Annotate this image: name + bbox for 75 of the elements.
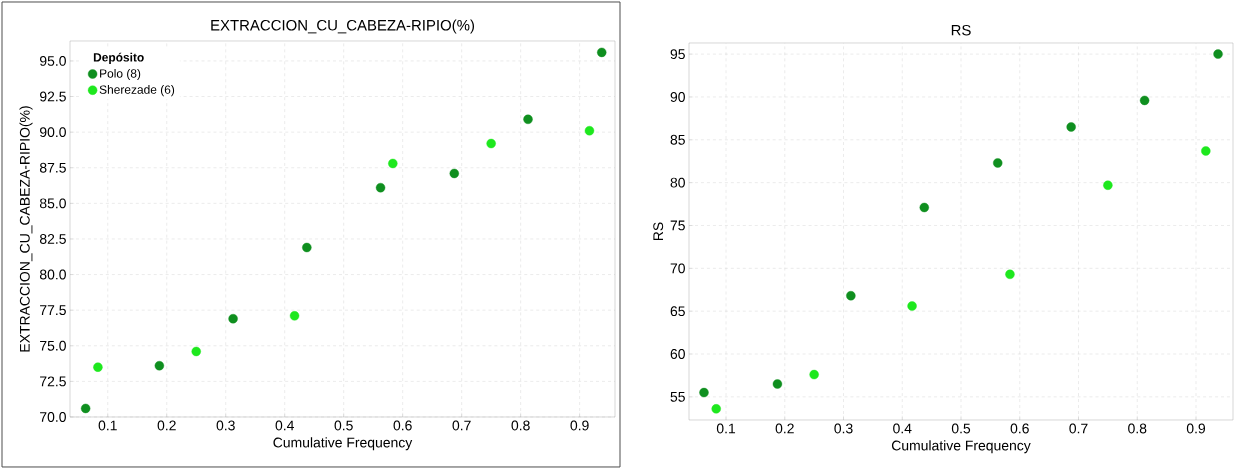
y-tick-label: 70	[670, 263, 685, 274]
y-tick-label: 85	[670, 134, 685, 145]
point	[154, 361, 165, 371]
legend-title: Depósito	[93, 52, 144, 64]
y-tick-label: 55	[670, 391, 685, 402]
y-axis-title: RS	[653, 222, 664, 241]
x-tick-label: 0.8	[1128, 423, 1147, 434]
x-tick-label: 0.9	[570, 420, 589, 431]
y-tick-label: 95.0	[40, 55, 66, 66]
point	[1005, 269, 1015, 280]
y-tick-label: 65	[670, 306, 685, 317]
y-tick-label: 82.5	[39, 234, 66, 244]
point	[449, 168, 459, 179]
point	[1213, 49, 1223, 59]
x-tick-label: 0.8	[511, 420, 530, 431]
x-tick-label: 0.9	[1186, 423, 1206, 434]
point	[809, 369, 819, 380]
x-tick-label: 0.3	[834, 423, 853, 434]
y-tick-label: 75.0	[40, 340, 66, 351]
x-tick-label: 0.6	[393, 420, 412, 431]
point	[846, 291, 856, 301]
point	[1201, 146, 1211, 156]
y-tick-label: 87.5	[39, 162, 66, 173]
chart-title: EXTRACCION_CU_CABEZA-RIPIO(%)	[211, 19, 475, 34]
y-tick-label: 60	[670, 349, 685, 359]
point	[1139, 95, 1150, 106]
y-tick-label: 75	[670, 220, 685, 231]
chart-title: RS	[951, 24, 971, 36]
x-axis-title: Cumulative Frequency	[891, 440, 1031, 454]
y-tick-label: 92.5	[40, 91, 66, 102]
y-tick-label: 90	[670, 92, 685, 102]
point	[1103, 180, 1113, 190]
y-tick-label: 85.0	[39, 198, 66, 209]
y-tick-label: 72.5	[40, 376, 66, 387]
y-axis-title: EXTRACCION_CU_CABEZA-RIPIO(%)	[19, 106, 33, 352]
x-tick-label: 0.4	[275, 420, 294, 431]
point	[597, 47, 607, 58]
point	[907, 301, 917, 311]
point	[584, 126, 595, 136]
point	[191, 346, 201, 357]
point	[1066, 122, 1076, 132]
x-tick-label: 0.5	[334, 420, 353, 431]
point	[388, 158, 398, 169]
x-tick-label: 0.2	[775, 423, 794, 434]
point	[375, 182, 386, 193]
point	[228, 314, 238, 324]
x-axis-title: Cumulative Frequency	[273, 437, 413, 451]
point	[919, 202, 929, 213]
point	[302, 242, 312, 253]
y-tick-label: 80.0	[39, 269, 66, 280]
x-tick-label: 0.7	[452, 420, 471, 431]
y-tick-label: 77.5	[40, 305, 66, 316]
y-tick-label: 90.0	[40, 127, 66, 138]
point	[289, 311, 300, 321]
point	[523, 114, 533, 125]
point	[993, 158, 1003, 168]
point	[486, 138, 496, 149]
x-tick-label: 0.1	[716, 423, 736, 434]
legend-label: Polo (8)	[100, 68, 141, 81]
y-tick-label: 95	[670, 49, 685, 60]
x-tick-label: 0.7	[1069, 423, 1088, 434]
point	[772, 379, 783, 389]
x-tick-label: 0.6	[1010, 423, 1029, 434]
point	[80, 403, 91, 414]
x-tick-label: 0.3	[216, 420, 235, 431]
y-tick-label: 70.0	[40, 412, 66, 422]
x-tick-label: 0.5	[951, 423, 971, 434]
x-tick-label: 0.4	[893, 423, 912, 434]
legend-label: Sherezade (6)	[99, 85, 175, 97]
point	[93, 362, 103, 372]
x-tick-label: 0.2	[157, 420, 176, 431]
x-tick-label: 0.1	[98, 420, 117, 431]
point	[711, 404, 721, 414]
y-tick-label: 80	[670, 177, 685, 188]
point	[699, 387, 709, 398]
